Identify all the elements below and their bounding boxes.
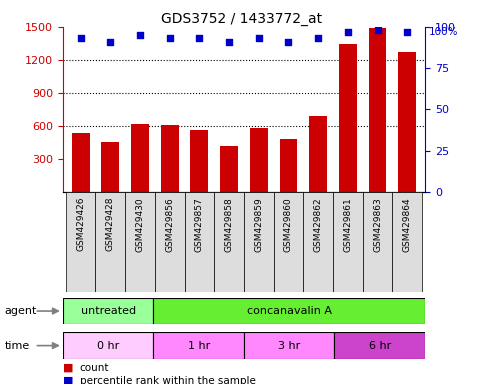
Text: GSM429858: GSM429858 (225, 197, 234, 252)
Text: ■: ■ (63, 363, 73, 373)
Bar (71, 132, 89, 192)
Bar (155, 192, 185, 292)
Text: 0 hr: 0 hr (97, 341, 119, 351)
Text: GSM429426: GSM429426 (76, 197, 85, 252)
Text: count: count (80, 363, 109, 373)
Text: ■: ■ (63, 376, 73, 384)
Point (255, 35, 263, 41)
Text: GSM429430: GSM429430 (136, 197, 144, 252)
Point (166, 35, 173, 41)
Text: GSM429860: GSM429860 (284, 197, 293, 252)
Bar (101, 142, 119, 192)
Bar (392, 192, 422, 292)
Point (196, 35, 203, 41)
Point (374, 27, 382, 33)
Bar (273, 192, 303, 292)
Bar (339, 45, 357, 192)
Bar (96, 192, 125, 292)
Text: GDS3752 / 1433772_at: GDS3752 / 1433772_at (161, 12, 322, 25)
Point (225, 39, 233, 45)
Point (314, 35, 322, 41)
Bar (154, 298, 425, 324)
Text: GSM429857: GSM429857 (195, 197, 204, 252)
Bar (66, 192, 96, 292)
Bar (280, 139, 298, 192)
Bar (190, 130, 208, 192)
Bar (244, 192, 273, 292)
Bar (185, 192, 214, 292)
Bar (250, 128, 268, 192)
Text: GSM429864: GSM429864 (403, 197, 412, 252)
Bar (125, 192, 155, 292)
Point (106, 39, 114, 45)
Text: concanavalin A: concanavalin A (247, 306, 332, 316)
Bar (154, 332, 244, 359)
Text: untreated: untreated (81, 306, 136, 316)
Text: GSM429863: GSM429863 (373, 197, 382, 252)
Bar (303, 192, 333, 292)
Bar (220, 146, 238, 192)
Text: GSM429428: GSM429428 (106, 197, 115, 252)
Bar (161, 126, 179, 192)
Point (344, 29, 352, 35)
Bar (363, 192, 392, 292)
Text: GSM429861: GSM429861 (343, 197, 352, 252)
Bar (63, 298, 154, 324)
Text: GSM429859: GSM429859 (254, 197, 263, 252)
Text: 6 hr: 6 hr (369, 341, 391, 351)
Text: percentile rank within the sample: percentile rank within the sample (80, 376, 256, 384)
Text: 100%: 100% (429, 27, 458, 37)
Bar (369, 28, 386, 192)
Point (403, 29, 411, 35)
Bar (214, 192, 244, 292)
Text: 1 hr: 1 hr (187, 341, 210, 351)
Bar (333, 192, 363, 292)
Bar (244, 332, 334, 359)
Point (77, 35, 85, 41)
Text: GSM429862: GSM429862 (313, 197, 323, 252)
Bar (309, 116, 327, 192)
Point (136, 32, 144, 38)
Text: agent: agent (5, 306, 37, 316)
Bar (63, 332, 154, 359)
Text: 3 hr: 3 hr (278, 341, 300, 351)
Bar (398, 52, 416, 192)
Text: time: time (5, 341, 30, 351)
Text: GSM429856: GSM429856 (165, 197, 174, 252)
Bar (335, 332, 425, 359)
Point (284, 39, 292, 45)
Bar (131, 124, 149, 192)
